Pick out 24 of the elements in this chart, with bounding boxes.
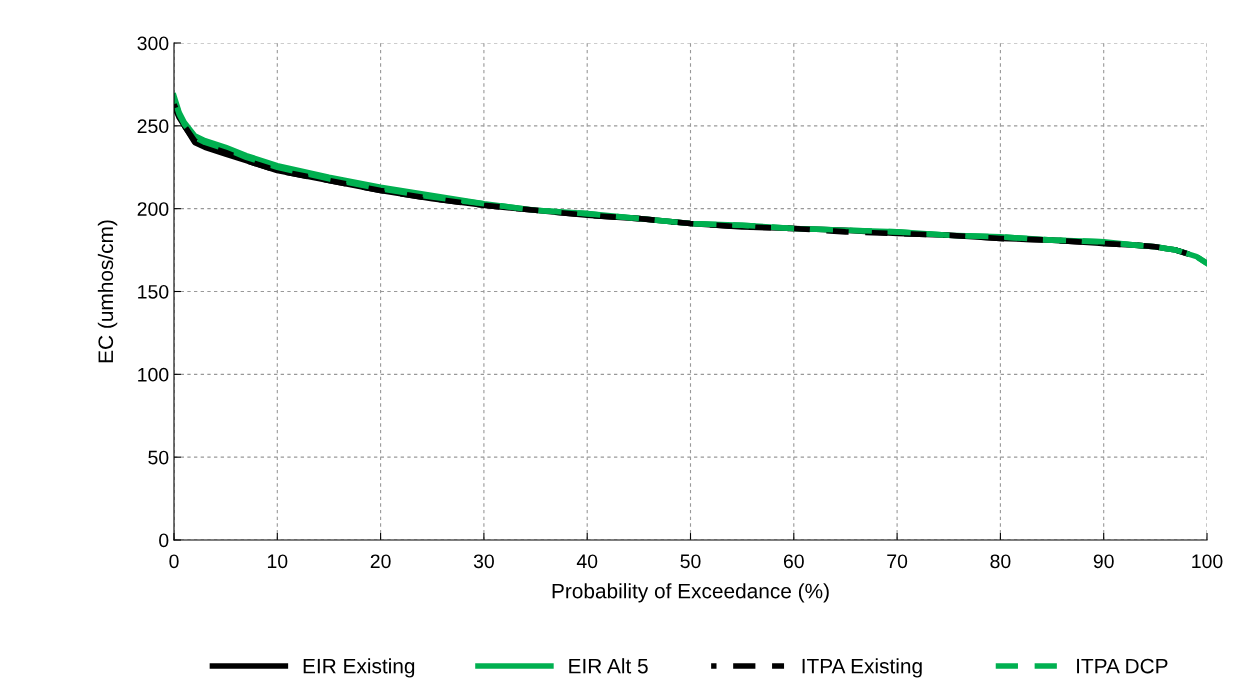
- y-tick-label: 200: [137, 202, 169, 216]
- x-tick-label: 90: [1093, 554, 1114, 569]
- x-tick-label: 20: [370, 554, 391, 569]
- x-tick-label: 50: [680, 554, 701, 569]
- y-tick-label: 0: [159, 533, 169, 548]
- x-tick-label: 70: [887, 554, 908, 569]
- y-axis-title: EC (umhos/cm): [97, 220, 118, 363]
- y-tick-label: 50: [148, 450, 169, 465]
- y-tick-label: 150: [138, 284, 169, 299]
- x-tick-label: 40: [576, 554, 598, 569]
- y-tick-label: 300: [137, 36, 169, 51]
- x-tick-label: 0: [169, 554, 179, 569]
- y-tick-label: 100: [138, 367, 169, 382]
- x-tick-label: 100: [1192, 554, 1223, 569]
- x-axis-title: Probability of Exceedance (%): [552, 583, 829, 603]
- x-tick-label: 10: [267, 554, 288, 569]
- x-tick-label: 80: [990, 554, 1011, 569]
- y-tick-label: 250: [137, 119, 169, 134]
- x-tick-label: 30: [473, 554, 494, 569]
- legend-label: ITPA DCP: [1077, 658, 1168, 674]
- legend-label: ITPA Existing: [802, 658, 922, 678]
- legend-label: EIR Alt 5: [569, 658, 648, 674]
- x-tick-label: 60: [783, 554, 804, 569]
- legend-label: EIR Existing: [303, 658, 415, 678]
